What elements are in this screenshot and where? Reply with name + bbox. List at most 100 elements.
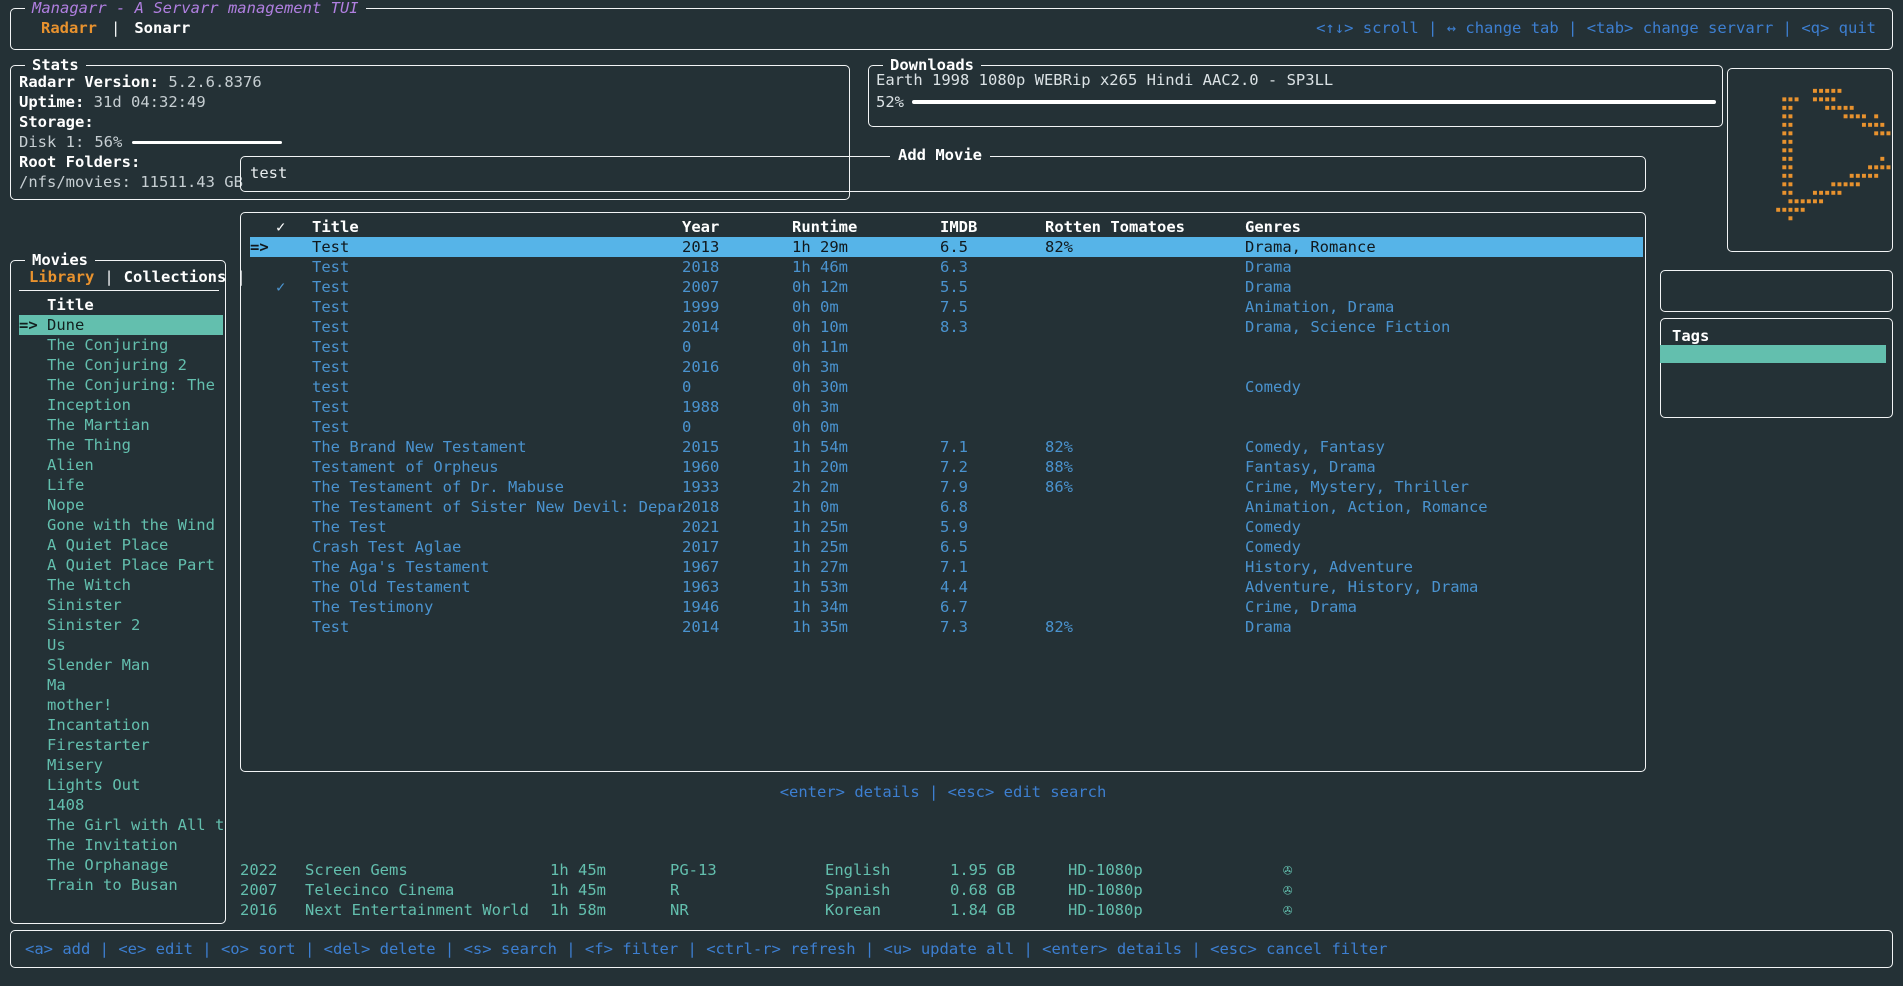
- column-header-run[interactable]: Runtime: [792, 218, 858, 236]
- list-item[interactable]: The Girl with All the: [19, 815, 223, 835]
- tags-label: Tags: [1672, 327, 1710, 345]
- column-header-chk[interactable]: ✓: [276, 218, 286, 236]
- column-header-year[interactable]: Year: [682, 218, 720, 236]
- column-header-title[interactable]: Title: [312, 218, 359, 236]
- list-item[interactable]: The Martian: [19, 415, 223, 435]
- row-title: Test: [312, 318, 350, 336]
- list-item[interactable]: 1408: [19, 795, 223, 815]
- list-item[interactable]: Nope: [19, 495, 223, 515]
- detail-row[interactable]: 2007 Telecinco Cinema 1h 45m R Spanish 0.68 G…: [240, 880, 1860, 900]
- list-item-cursor: [19, 735, 47, 755]
- table-row[interactable]: Test 2016 0h 3m: [250, 357, 1643, 377]
- column-header-rt[interactable]: Rotten Tomatoes: [1045, 218, 1185, 236]
- tab-separator: |: [111, 19, 121, 37]
- list-item[interactable]: Alien: [19, 455, 223, 475]
- row-genres: Crime, Drama: [1245, 598, 1357, 616]
- list-item[interactable]: Inception: [19, 395, 223, 415]
- list-item[interactable]: Train to Busan: [19, 875, 223, 895]
- list-item[interactable]: The Invitation: [19, 835, 223, 855]
- tab-collections[interactable]: Collections: [123, 268, 227, 286]
- table-row[interactable]: Testament of Orpheus 1960 1h 20m 7.2 88% Fant…: [250, 457, 1643, 477]
- list-item[interactable]: Lights Out: [19, 775, 223, 795]
- app-title: Managarr - A Servarr management TUI: [25, 0, 366, 18]
- list-item[interactable]: Firestarter: [19, 735, 223, 755]
- row-genres: Comedy: [1245, 378, 1301, 396]
- list-item[interactable]: Sinister 2: [19, 615, 223, 635]
- list-item-cursor: [19, 575, 47, 595]
- row-genres: Crime, Mystery, Thriller: [1245, 478, 1469, 496]
- row-title: Crash Test Aglae: [312, 538, 462, 556]
- tag-chip[interactable]: [1660, 345, 1886, 363]
- column-header-arrow[interactable]: [250, 217, 276, 237]
- download-progress-row: 52%: [876, 92, 1716, 112]
- list-item-cursor: [19, 555, 47, 575]
- list-item[interactable]: The Conjuring 2: [19, 355, 223, 375]
- table-row[interactable]: test 0 0h 30m Comedy: [250, 377, 1643, 397]
- table-row[interactable]: Test 2014 0h 10m 8.3 Drama, Science Fiction: [250, 317, 1643, 337]
- servarr-tabs[interactable]: Radarr | Sonarr: [27, 18, 204, 38]
- search-results-table[interactable]: ✓ Title Year Runtime IMDB Rotten Tomatoes Genr…: [250, 217, 1643, 637]
- table-row[interactable]: The Testament of Sister New Devil: Depar…: [250, 497, 1643, 517]
- table-row[interactable]: The Test 2021 1h 25m 5.9 Comedy: [250, 517, 1643, 537]
- tab-radarr[interactable]: Radarr: [41, 19, 97, 37]
- row-rotten-tomatoes: [1045, 497, 1245, 517]
- table-row[interactable]: Crash Test Aglae 2017 1h 25m 6.5 Comedy: [250, 537, 1643, 557]
- list-item[interactable]: Sinister: [19, 595, 223, 615]
- table-row[interactable]: Test 2014 1h 35m 7.3 82% Drama: [250, 617, 1643, 637]
- detail-row[interactable]: 2022 Screen Gems 1h 45m PG-13 English 1.95 GB…: [240, 860, 1860, 880]
- tab-library[interactable]: Library: [29, 268, 95, 286]
- list-item[interactable]: Gone with the Wind: [19, 515, 223, 535]
- movies-list[interactable]: Title => Dune The Conjuring The Conjuring 2 T…: [19, 295, 223, 895]
- list-item[interactable]: The Conjuring: [19, 335, 223, 355]
- row-rotten-tomatoes: [1045, 257, 1245, 277]
- row-title: Test: [312, 298, 350, 316]
- table-row[interactable]: The Testimony 1946 1h 34m 6.7 Crime, Drama: [250, 597, 1643, 617]
- row-cursor-arrow: [250, 357, 276, 377]
- downloads-panel: Downloads Earth 1998 1080p WEBRip x265 H…: [868, 55, 1723, 127]
- list-item-label: A Quiet Place: [47, 536, 169, 554]
- table-row[interactable]: The Aga's Testament 1967 1h 27m 7.1 History,…: [250, 557, 1643, 577]
- list-item[interactable]: A Quiet Place: [19, 535, 223, 555]
- detail-year: 2016: [240, 901, 278, 919]
- row-title: Test: [312, 278, 350, 296]
- table-row[interactable]: The Old Testament 1963 1h 53m 4.4 Adventure,…: [250, 577, 1643, 597]
- list-item-cursor: =>: [19, 316, 38, 334]
- uptime-label: Uptime:: [19, 93, 85, 111]
- detail-row[interactable]: 2016 Next Entertainment World 1h 58m NR Kore…: [240, 900, 1860, 920]
- tab-sonarr[interactable]: Sonarr: [134, 19, 191, 37]
- column-header-gen[interactable]: Genres: [1245, 218, 1301, 236]
- list-item-label: Misery: [47, 756, 103, 774]
- list-item[interactable]: The Witch: [19, 575, 223, 595]
- table-row[interactable]: The Testament of Dr. Mabuse 1933 2h 2m 7.9 8…: [250, 477, 1643, 497]
- list-item[interactable]: Misery: [19, 755, 223, 775]
- list-item[interactable]: Life: [19, 475, 223, 495]
- table-row[interactable]: Test 1999 0h 0m 7.5 Animation, Drama: [250, 297, 1643, 317]
- table-row[interactable]: Test 1988 0h 3m: [250, 397, 1643, 417]
- list-item-cursor: [19, 335, 47, 355]
- row-cursor-arrow: [250, 577, 276, 597]
- table-row[interactable]: Test 0 0h 11m: [250, 337, 1643, 357]
- list-item[interactable]: The Conjuring: The De: [19, 375, 223, 395]
- stats-panel-title: Stats: [25, 55, 86, 75]
- list-item[interactable]: Ma: [19, 675, 223, 695]
- row-year: 2018: [682, 498, 720, 516]
- list-item[interactable]: Slender Man: [19, 655, 223, 675]
- table-row[interactable]: ✓ Test 2007 0h 12m 5.5 Drama: [250, 277, 1643, 297]
- movies-tabs[interactable]: Library | Collections |: [19, 267, 246, 287]
- list-item-label: Inception: [47, 396, 131, 414]
- list-item-label: The Conjuring: [47, 336, 169, 354]
- table-row[interactable]: => Test 2013 1h 29m 6.5 82% Drama, Romance: [250, 237, 1643, 257]
- row-cursor-arrow: [250, 317, 276, 337]
- list-item[interactable]: The Thing: [19, 435, 223, 455]
- table-row[interactable]: The Brand New Testament 2015 1h 54m 7.1 82% C…: [250, 437, 1643, 457]
- list-item[interactable]: Us: [19, 635, 223, 655]
- list-item[interactable]: The Orphanage: [19, 855, 223, 875]
- list-item[interactable]: Incantation: [19, 715, 223, 735]
- table-row[interactable]: Test 2018 1h 46m 6.3 Drama: [250, 257, 1643, 277]
- list-item[interactable]: mother!: [19, 695, 223, 715]
- column-header-imdb[interactable]: IMDB: [940, 218, 978, 236]
- table-row[interactable]: Test 0 0h 0m: [250, 417, 1643, 437]
- list-item[interactable]: A Quiet Place Part II: [19, 555, 223, 575]
- storage-label: Storage:: [19, 113, 94, 131]
- list-item[interactable]: => Dune: [19, 315, 223, 335]
